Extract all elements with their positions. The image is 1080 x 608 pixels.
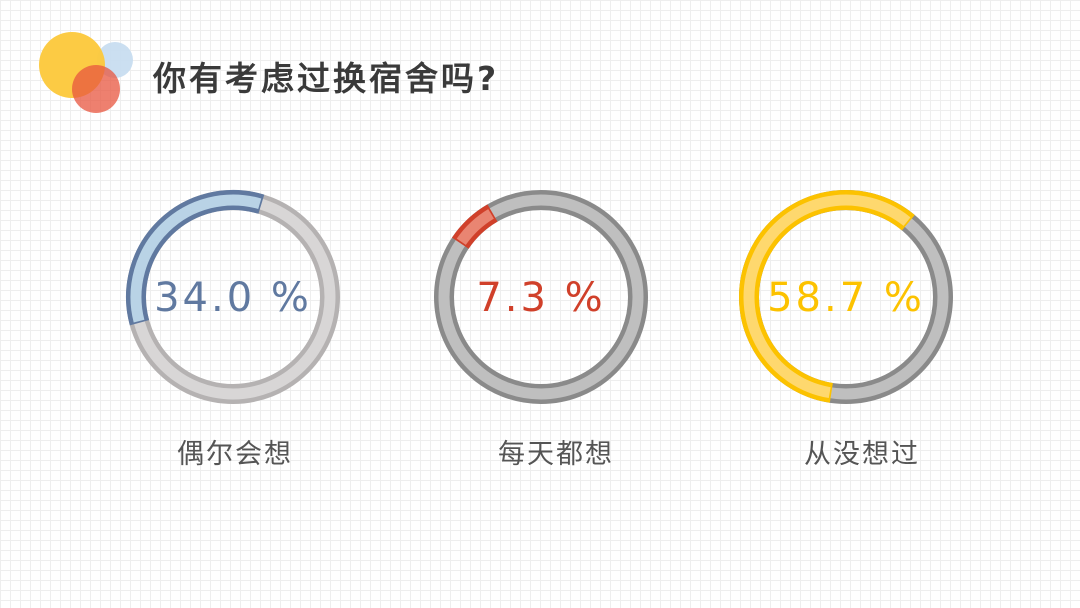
percent-label: 7.3 % bbox=[476, 275, 605, 321]
logo-circles-icon bbox=[39, 32, 133, 113]
donut-track-inner bbox=[438, 194, 644, 400]
donut-segment-inner bbox=[130, 194, 262, 323]
category-label: 每天都想 bbox=[498, 439, 614, 470]
percent-label: 34.0 % bbox=[154, 275, 312, 321]
donut-segment-inner bbox=[743, 194, 911, 399]
percent-label: 58.7 % bbox=[767, 275, 925, 321]
category-label: 偶尔会想 bbox=[177, 439, 293, 470]
category-label: 从没想过 bbox=[804, 439, 920, 470]
donut-segment-inner bbox=[456, 209, 495, 246]
page-title: 你有考虑过换宿舍吗? bbox=[153, 59, 500, 98]
